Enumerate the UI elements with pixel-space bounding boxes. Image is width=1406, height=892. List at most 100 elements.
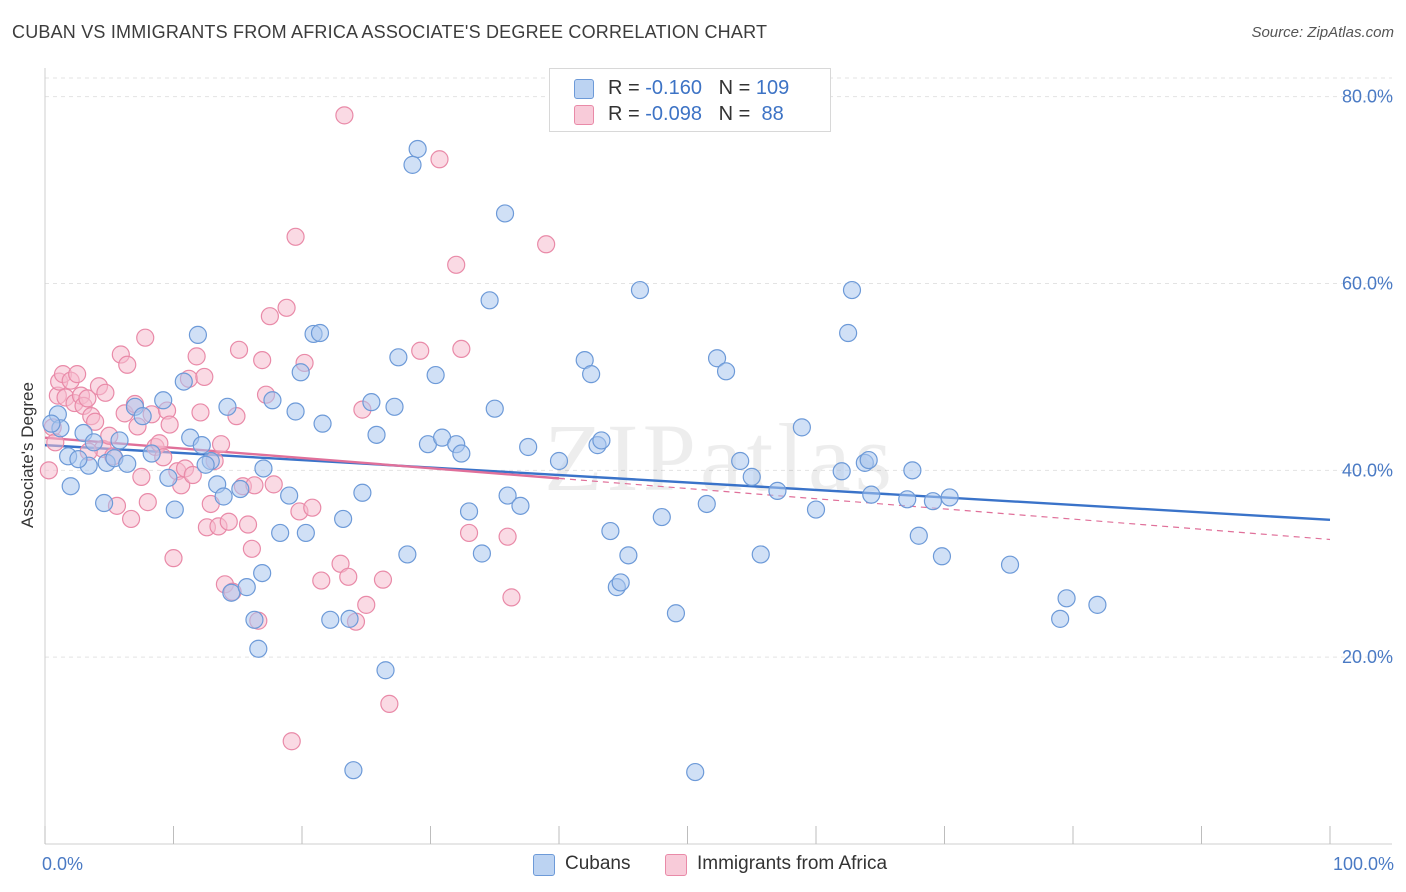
data-point-africa [183, 465, 202, 485]
data-point-cubans [362, 393, 381, 412]
data-point-africa [164, 549, 183, 568]
series-legend: Cubans Immigrants from Africa [0, 852, 1406, 878]
data-point-africa [339, 567, 358, 586]
data-point-cubans [118, 454, 137, 473]
data-point-cubans [69, 450, 88, 469]
data-point-cubans [231, 479, 250, 499]
data-point-africa [498, 527, 517, 546]
y-tick-label: 40.0% [1342, 460, 1393, 480]
series-cubans [42, 139, 1107, 782]
data-point-cubans [611, 573, 630, 592]
data-point-cubans [340, 609, 359, 628]
data-point-africa [459, 523, 479, 543]
data-point-africa [68, 365, 87, 384]
data-point-cubans [344, 761, 363, 780]
data-point-africa [380, 694, 399, 713]
data-point-africa [335, 106, 354, 125]
legend-row-africa: R = -0.098 N = 88 [574, 101, 784, 127]
x-tick-label: 0.0% [42, 854, 83, 874]
data-point-africa [238, 515, 258, 534]
data-point-cubans [286, 402, 305, 421]
watermark: ZIPatlas [544, 404, 896, 511]
n-value: 88 [755, 103, 784, 125]
data-point-cubans [222, 583, 241, 602]
data-point-africa [242, 539, 261, 558]
data-point-cubans [485, 399, 504, 418]
legend-row-cubans: R = -0.160 N = 109 [574, 75, 789, 101]
data-point-africa [373, 570, 393, 589]
data-point-cubans [940, 488, 959, 507]
data-point-africa [260, 307, 279, 326]
data-point-cubans [280, 486, 299, 505]
data-point-cubans [254, 459, 273, 478]
data-point-africa [78, 389, 97, 408]
data-point-cubans [398, 545, 417, 564]
data-point-cubans [110, 431, 129, 450]
data-point-cubans [385, 397, 404, 416]
data-point-cubans [495, 204, 515, 223]
data-point-cubans [1057, 589, 1076, 608]
r-value: -0.098 [645, 103, 702, 125]
trend-lines [44, 436, 1331, 541]
data-point-africa [537, 235, 556, 254]
series-immigrants-from-africa [39, 106, 556, 751]
data-point-africa [86, 412, 105, 431]
data-point-africa [312, 571, 331, 590]
legend-label: Cubans [565, 853, 631, 874]
source-label: Source: ZipAtlas.com [1251, 24, 1394, 41]
data-point-africa [264, 475, 283, 494]
data-point-africa [282, 732, 301, 751]
n-value: 109 [755, 77, 790, 99]
data-point-cubans [909, 526, 928, 545]
data-point-africa [452, 339, 471, 359]
data-point-cubans [707, 349, 727, 368]
data-point-africa [286, 227, 305, 246]
data-point-africa [195, 367, 214, 387]
data-point-cubans [859, 450, 878, 470]
data-point-africa [447, 255, 466, 274]
data-point-cubans [630, 280, 650, 300]
legend-label: Immigrants from Africa [697, 853, 888, 874]
chart-title: CUBAN VS IMMIGRANTS FROM AFRICA ASSOCIAT… [12, 22, 768, 42]
legend-text: R = -0.160 N = 109 [608, 77, 790, 99]
data-point-cubans [932, 547, 952, 566]
trend-line-cubans [44, 443, 1331, 522]
data-point-cubans [321, 610, 340, 629]
data-point-cubans [334, 509, 353, 529]
trend-line-africa-extension [558, 477, 1331, 541]
data-point-cubans [923, 492, 943, 511]
data-point-cubans [519, 437, 538, 457]
data-point-cubans [84, 433, 103, 452]
data-point-cubans [511, 496, 530, 515]
data-point-cubans [549, 451, 569, 471]
data-point-cubans [1000, 555, 1020, 574]
data-point-africa [229, 340, 249, 359]
data-point-cubans [742, 467, 761, 486]
data-point-cubans [253, 563, 272, 583]
y-axis-label: Associate's Degree [18, 382, 37, 528]
data-point-cubans [174, 372, 193, 391]
data-point-cubans [697, 494, 716, 514]
data-point-africa [502, 588, 521, 607]
trend-line-africa [44, 436, 560, 480]
data-point-africa [277, 298, 296, 317]
data-point-cubans [214, 487, 233, 506]
data-point-cubans [142, 444, 161, 463]
data-point-cubans [154, 391, 173, 410]
data-point-cubans [652, 507, 671, 527]
stats-legend: R = -0.160 N = 109 R = -0.098 N = 88 [549, 68, 831, 132]
data-point-cubans [1088, 595, 1107, 614]
data-point-cubans [806, 500, 826, 519]
data-point-cubans [792, 418, 811, 437]
data-point-cubans [592, 431, 611, 450]
data-point-cubans [842, 280, 862, 300]
legend-swatch-pink [574, 105, 594, 125]
data-point-africa [191, 403, 210, 422]
data-point-cubans [310, 323, 330, 343]
data-point-cubans [159, 468, 178, 487]
data-point-cubans [839, 323, 858, 343]
data-point-cubans [95, 493, 114, 513]
data-point-cubans [686, 762, 705, 782]
data-point-cubans [196, 455, 215, 474]
data-point-cubans [898, 490, 917, 509]
